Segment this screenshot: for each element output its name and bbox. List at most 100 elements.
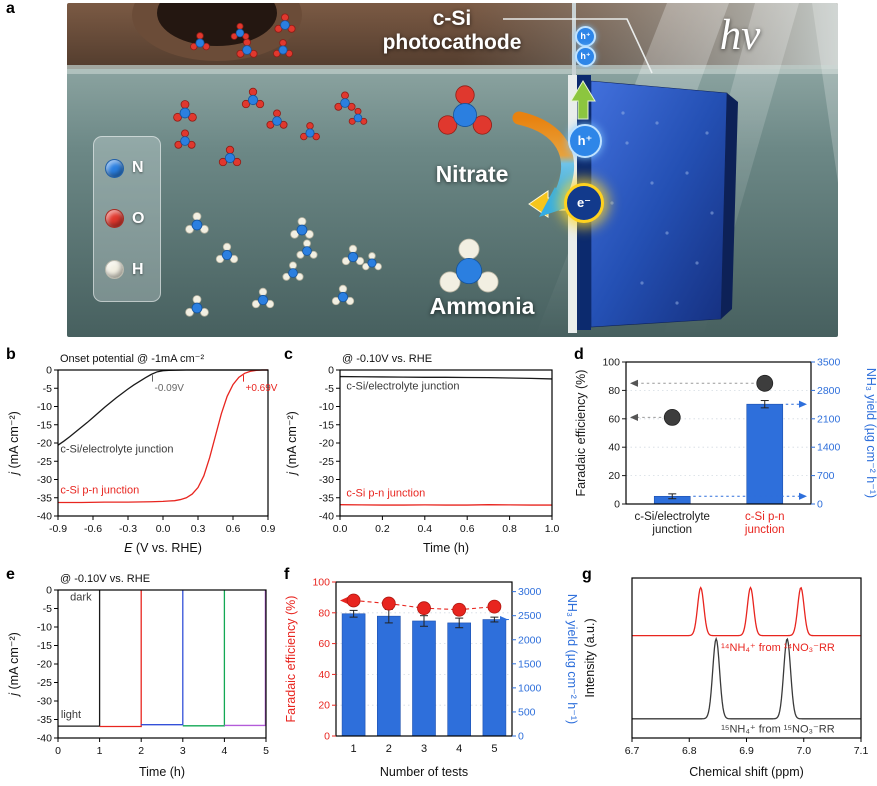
panel-d-letter: d <box>574 346 584 363</box>
series-line <box>632 586 861 637</box>
ammonia-molecule-large <box>439 238 499 293</box>
fe-dot <box>487 599 502 614</box>
nitrogen-atom-icon <box>105 158 124 178</box>
yield-bar <box>377 615 401 737</box>
panel-b-chart: b c-Si/electrolyte junction c-Si p-n junc… <box>4 346 280 560</box>
svg-text:3: 3 <box>180 745 186 757</box>
chart-g: ¹⁴NH₄⁺ from ¹⁴NO₃⁻RR ¹⁵NH₄⁺ from ¹⁵NO₃⁻RR… <box>583 577 869 779</box>
svg-text:-30: -30 <box>37 696 52 708</box>
legend-row-o: O <box>105 209 149 229</box>
chart-c: c-Si/electrolyte junction c-Si p-n juncti… <box>285 353 559 555</box>
ammonia-label: Ammonia <box>429 293 535 319</box>
svg-text:-10: -10 <box>37 622 52 634</box>
nitrate-molecule <box>236 38 258 58</box>
svg-text:0: 0 <box>46 585 52 597</box>
ammonia-molecule <box>185 212 209 234</box>
svg-text:-25: -25 <box>37 677 52 689</box>
svg-text:5: 5 <box>263 745 269 757</box>
ammonia-molecule <box>331 284 355 306</box>
svg-text:2500: 2500 <box>518 610 542 622</box>
svg-text:80: 80 <box>318 607 330 619</box>
series-line <box>632 636 861 720</box>
svg-text:2000: 2000 <box>518 634 542 646</box>
svg-text:-30: -30 <box>319 474 334 486</box>
svg-text:c-Si/electrolyte junction: c-Si/electrolyte junction <box>346 381 459 393</box>
hydrogen-atom-icon <box>105 260 124 280</box>
svg-text:60: 60 <box>318 638 330 650</box>
svg-text:Intensity (a.u.): Intensity (a.u.) <box>583 618 597 697</box>
nitrate-molecule <box>274 13 296 33</box>
svg-text:-30: -30 <box>37 474 52 486</box>
svg-text:40: 40 <box>608 442 620 454</box>
svg-text:-10: -10 <box>37 401 52 413</box>
nitrate-molecule <box>300 122 320 141</box>
nmr-chart-canvas: ¹⁴NH₄⁺ from ¹⁴NO₃⁻RR ¹⁵NH₄⁺ from ¹⁵NO₃⁻RR… <box>583 577 869 779</box>
svg-text:-20: -20 <box>37 659 52 671</box>
nitrate-molecule <box>348 107 368 125</box>
svg-text:3000: 3000 <box>518 586 542 598</box>
ammonia-molecule <box>185 295 209 317</box>
svg-text:0.3: 0.3 <box>191 523 206 535</box>
legend-h-label: H <box>132 260 144 278</box>
fe-dot <box>756 374 774 392</box>
svg-text:0.4: 0.4 <box>417 523 432 535</box>
series-line <box>141 590 184 726</box>
svg-text:1: 1 <box>351 743 357 755</box>
fe-dot <box>346 593 361 608</box>
svg-text:2800: 2800 <box>817 385 841 397</box>
svg-text:6.8: 6.8 <box>682 745 697 757</box>
svg-text:0: 0 <box>518 731 524 743</box>
svg-text:0: 0 <box>55 745 61 757</box>
svg-text:500: 500 <box>518 706 536 718</box>
svg-text:-5: -5 <box>325 383 334 395</box>
nitrate-molecule <box>173 100 197 122</box>
svg-text:c-Si/electrolyte junction: c-Si/electrolyte junction <box>60 443 173 455</box>
svg-text:4: 4 <box>221 745 227 757</box>
label-pointer-line <box>503 18 653 74</box>
svg-text:0.0: 0.0 <box>333 523 348 535</box>
nitrate-molecule <box>190 32 210 51</box>
svg-text:j (mA cm⁻²): j (mA cm⁻²) <box>285 411 299 477</box>
svg-text:-25: -25 <box>37 456 52 468</box>
nitrate-to-ammonia-arrow <box>512 111 575 208</box>
svg-text:NH₃ yield (µg cm⁻² h⁻¹): NH₃ yield (µg cm⁻² h⁻¹) <box>565 594 578 724</box>
hole-up-arrow-icon <box>570 80 596 120</box>
svg-text:-20: -20 <box>319 438 334 450</box>
svg-text:Faradaic efficiency (%): Faradaic efficiency (%) <box>284 596 298 723</box>
yield-bar <box>412 620 436 737</box>
svg-text:-35: -35 <box>37 492 52 504</box>
svg-text:0.6: 0.6 <box>460 523 475 535</box>
svg-text:¹⁴NH₄⁺ from ¹⁴NO₃⁻RR: ¹⁴NH₄⁺ from ¹⁴NO₃⁻RR <box>721 642 835 654</box>
lsv-chart-canvas: c-Si/electrolyte junction c-Si p-n juncti… <box>7 353 278 555</box>
svg-text:7.1: 7.1 <box>854 745 869 757</box>
svg-text:junction: junction <box>651 524 692 536</box>
svg-text:700: 700 <box>817 470 835 482</box>
oxygen-atom-icon <box>105 209 124 229</box>
svg-text:0: 0 <box>46 365 52 377</box>
legend-o-label: O <box>132 209 145 227</box>
hole-icon-small-2: h⁺ <box>575 46 596 67</box>
ammonia-molecule <box>251 287 275 309</box>
svg-text:-0.09V: -0.09V <box>155 383 185 394</box>
panel-f-letter: f <box>284 566 290 583</box>
svg-text:2: 2 <box>138 745 144 757</box>
svg-text:0.8: 0.8 <box>502 523 517 535</box>
series-line <box>57 369 268 446</box>
svg-text:-35: -35 <box>37 714 52 726</box>
svg-text:Chemical shift (ppm): Chemical shift (ppm) <box>689 765 804 779</box>
electrode-wire <box>572 3 576 75</box>
stability-chart-canvas: c-Si/electrolyte junction c-Si p-n juncti… <box>285 353 559 555</box>
svg-text:20: 20 <box>608 470 620 482</box>
series-line <box>58 369 268 504</box>
svg-text:-10: -10 <box>319 401 334 413</box>
svg-text:-0.9: -0.9 <box>49 523 67 535</box>
yield-bar <box>341 613 366 737</box>
nitrate-molecule <box>273 39 293 58</box>
panel-a-letter: a <box>6 0 15 17</box>
nitrate-molecule <box>241 87 265 109</box>
fe-dot <box>381 596 396 611</box>
svg-text:-25: -25 <box>319 456 334 468</box>
svg-text:100: 100 <box>602 357 620 369</box>
